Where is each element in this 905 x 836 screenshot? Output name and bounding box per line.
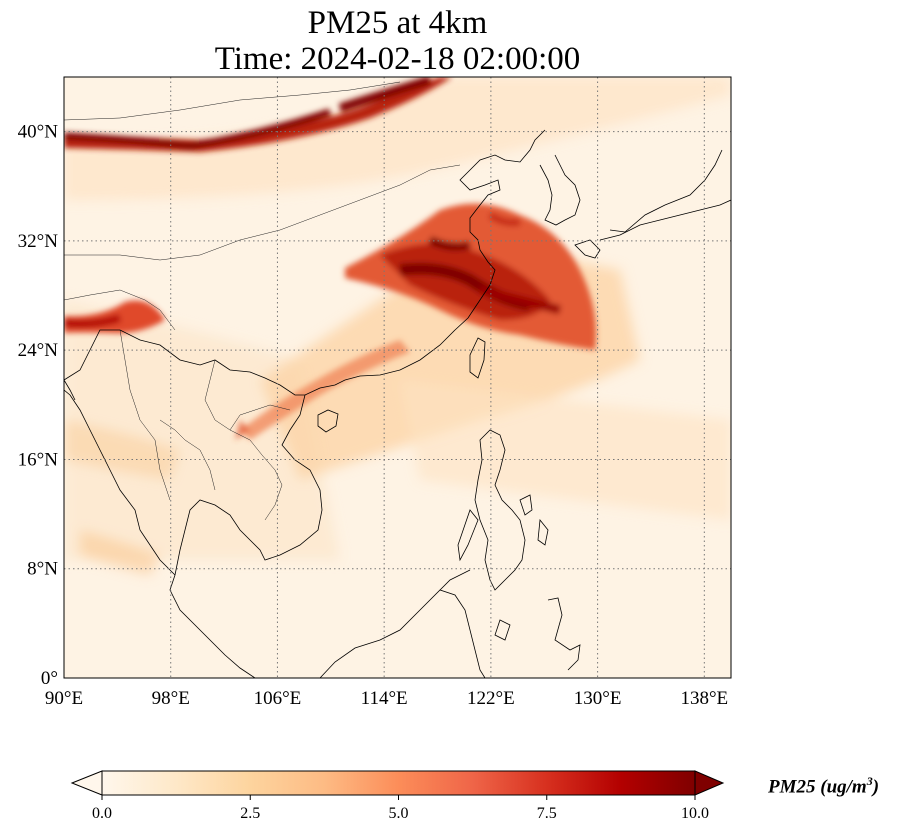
lat-tick-label: 0° [41, 668, 58, 689]
colorbar-min-extend [70, 770, 103, 796]
lat-tick-label: 40°N [18, 122, 59, 143]
pm25-plumes [64, 77, 596, 440]
pm25-field [64, 77, 731, 678]
lon-tick-label: 98°E [152, 688, 190, 709]
colorbar-ticks: 0.0 2.5 5.0 7.5 10.0 [92, 795, 709, 822]
colorbar-tick-label: 7.5 [537, 805, 557, 822]
gridlines [64, 77, 731, 678]
lat-tick-label: 16°N [18, 449, 59, 470]
colorbar-label: PM25 (ug/m3) [768, 774, 880, 798]
colorbar-gradient [102, 771, 695, 795]
lon-tick-label: 130°E [574, 688, 622, 709]
map-subtitle-time: Time: 2024-02-18 02:00:00 [214, 41, 581, 77]
lon-tick-labels: 90°E 98°E 106°E 114°E 122°E 130°E 138°E [45, 688, 728, 709]
colorbar-tick-label: 5.0 [389, 805, 409, 822]
map-title: PM25 at 4km [307, 5, 488, 41]
colorbar-tick-label: 2.5 [240, 805, 260, 822]
lat-tick-label: 24°N [18, 340, 59, 361]
colorbar: 0.0 2.5 5.0 7.5 10.0 [70, 770, 725, 822]
lat-tick-label: 32°N [18, 231, 59, 252]
coastlines [64, 129, 731, 678]
colorbar-tick-label: 10.0 [681, 805, 709, 822]
lon-tick-label: 114°E [361, 688, 408, 709]
lon-tick-label: 138°E [680, 688, 728, 709]
map-frame [63, 76, 732, 679]
lon-tick-label: 106°E [254, 688, 302, 709]
colorbar-max-extend [694, 770, 725, 796]
lon-tick-label: 90°E [45, 688, 83, 709]
lon-tick-label: 122°E [467, 688, 515, 709]
lat-tick-labels: 0° 8°N 16°N 24°N 32°N 40°N [18, 122, 59, 689]
borders [64, 81, 461, 521]
colorbar-tick-label: 0.0 [92, 805, 112, 822]
lat-tick-label: 8°N [27, 559, 58, 580]
